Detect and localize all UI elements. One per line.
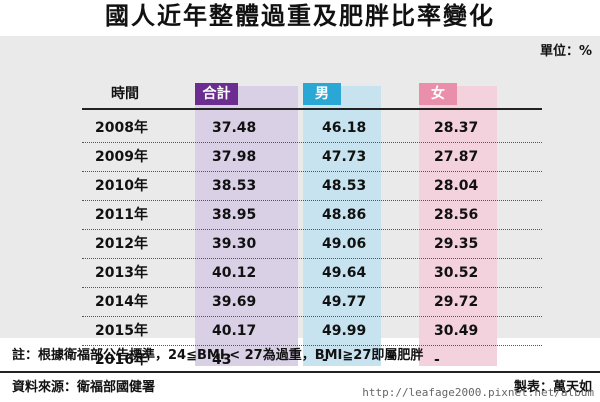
male-cell: - [322, 352, 328, 368]
female-cell: 29.72 [434, 294, 479, 310]
total-cell: 37.48 [212, 120, 257, 136]
year-cell: 2012年 [95, 236, 148, 252]
table-row: 2014年 39.69 49.77 29.72 [0, 288, 600, 317]
table-row: 2013年 40.12 49.64 30.52 [0, 259, 600, 288]
header-male: 男 [303, 83, 341, 105]
male-cell: 49.99 [322, 323, 367, 339]
header-time: 時間 [111, 86, 139, 102]
total-cell: 38.53 [212, 178, 257, 194]
female-cell: 30.49 [434, 323, 479, 339]
table-area: 時間 合計 男 女 2008年 37.48 46.18 28.37 2009年 37.98… [0, 36, 600, 368]
male-cell: 49.64 [322, 265, 367, 281]
year-cell: 2010年 [95, 178, 148, 194]
male-cell: 49.77 [322, 294, 367, 310]
table-row: 2010年 38.53 48.53 28.04 [0, 172, 600, 201]
row-separator [82, 229, 542, 230]
row-separator [82, 316, 542, 317]
female-cell: 28.37 [434, 120, 479, 136]
male-column-band [303, 86, 381, 366]
total-cell: 40.17 [212, 323, 257, 339]
male-cell: 48.53 [322, 178, 367, 194]
table-row: 2012年 39.30 49.06 29.35 [0, 230, 600, 259]
source-label: 資料來源：衛福部國健署 [12, 380, 156, 395]
female-cell: 29.35 [434, 236, 479, 252]
row-separator [82, 287, 542, 288]
row-separator [82, 200, 542, 201]
total-cell: 39.69 [212, 294, 257, 310]
table-row: 2011年 38.95 48.86 28.56 [0, 201, 600, 230]
footnote: 註：根據衛福部公告標準，24≦BMI < 27為過重，BMI≧27即屬肥胖 [12, 348, 424, 363]
row-separator [82, 142, 542, 143]
year-cell: 2011年 [95, 207, 148, 223]
table-row: 2009年 37.98 47.73 27.87 [0, 143, 600, 172]
table-row: 2008年 37.48 46.18 28.37 [0, 114, 600, 143]
row-separator [82, 345, 542, 346]
chart-title: 國人近年整體過重及肥胖比率變化 [105, 2, 495, 30]
maker-label: 製表：萬天如 [513, 380, 592, 395]
total-column-band [195, 86, 298, 366]
year-cell: 2015年 [95, 323, 148, 339]
male-cell: 49.06 [322, 236, 367, 252]
total-cell: 40.12 [212, 265, 257, 281]
male-cell: 48.86 [322, 207, 367, 223]
male-cell: 46.18 [322, 120, 367, 136]
table-row: 2016年 43 - - [0, 346, 600, 375]
year-cell: 2014年 [95, 294, 148, 310]
table-row: 2015年 40.17 49.99 30.49 [0, 317, 600, 346]
female-cell: 28.56 [434, 207, 479, 223]
year-cell: 2009年 [95, 149, 148, 165]
total-cell: 39.30 [212, 236, 257, 252]
header-total: 合計 [195, 83, 238, 105]
male-cell: 47.73 [322, 149, 367, 165]
header-rule [82, 108, 542, 110]
female-cell: - [434, 352, 440, 368]
year-cell: 2008年 [95, 120, 148, 136]
year-cell: 2016年 [95, 352, 148, 368]
total-cell: 38.95 [212, 207, 257, 223]
watermark: http://leafage2000.pixnet.net/album [362, 386, 594, 399]
row-separator [82, 258, 542, 259]
footer-rule [0, 371, 600, 373]
female-column-band [419, 86, 497, 366]
female-cell: 28.04 [434, 178, 479, 194]
header-female: 女 [419, 83, 457, 105]
row-separator [82, 171, 542, 172]
total-cell: 37.98 [212, 149, 257, 165]
year-cell: 2013年 [95, 265, 148, 281]
unit-label: 單位：% [539, 44, 592, 59]
total-cell: 43 [212, 352, 232, 368]
female-cell: 30.52 [434, 265, 479, 281]
female-cell: 27.87 [434, 149, 479, 165]
